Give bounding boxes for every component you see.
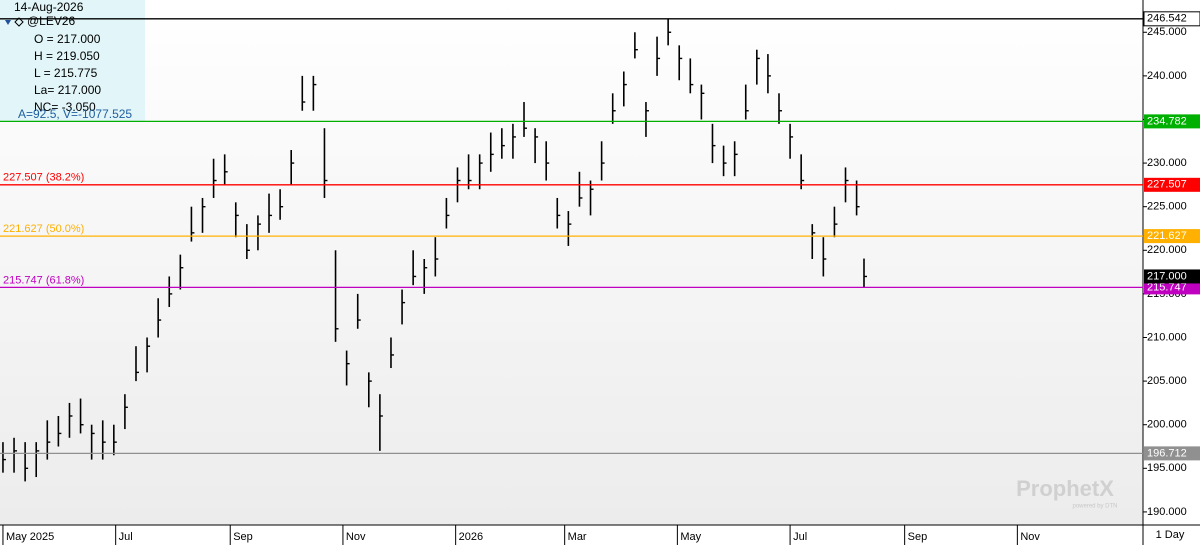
watermark-sub: powered by DTN [1072, 504, 1117, 510]
level-value: 246.542 [1147, 13, 1187, 25]
y-tick-label: 210.000 [1147, 331, 1187, 343]
collapse-icon[interactable] [5, 20, 11, 25]
last-price: 217.000 [1147, 270, 1187, 282]
x-tick-label: Nov [346, 531, 366, 543]
info-date: 14-Aug-2026 [14, 0, 84, 14]
info-last: La= 217.000 [34, 83, 101, 97]
info-volume: A=92.5, V=-1077.525 [18, 107, 132, 121]
level-value-box [1144, 114, 1200, 129]
y-tick-label: 200.000 [1147, 419, 1187, 431]
info-open: O = 217.000 [34, 32, 101, 46]
info-symbol: @LEV26 [27, 14, 76, 28]
level-value-box [1144, 280, 1200, 295]
level-value: 221.627 [1147, 230, 1187, 242]
level-value-box [1143, 11, 1200, 27]
level-label: 221.627 (50.0%) [3, 223, 84, 235]
info-low: L = 215.775 [34, 66, 98, 80]
y-tick-label: 225.000 [1147, 201, 1187, 213]
info-box: 14-Aug-2026 @LEV26 O = 217.000 H = 219.0… [0, 0, 145, 122]
symbol-icon [14, 17, 24, 27]
y-tick-label: 240.000 [1147, 70, 1187, 82]
y-tick-label: 245.000 [1147, 26, 1187, 38]
level-value: 234.782 [1147, 115, 1187, 127]
level-value-box [1144, 446, 1200, 461]
info-net-change: NC= -3.050 [34, 100, 96, 114]
level-value: 227.507 [1147, 179, 1187, 191]
x-tick-label: Mar [568, 531, 587, 543]
y-tick-label: 205.000 [1147, 375, 1187, 387]
x-tick-label: Nov [1020, 531, 1040, 543]
x-tick-label: Jul [793, 531, 807, 543]
x-tick-label: May 2025 [6, 531, 54, 543]
level-value-box [1144, 229, 1200, 244]
watermark: ProphetX [1016, 476, 1114, 501]
last-price-box [1144, 269, 1200, 284]
x-tick-label: Jul [119, 531, 133, 543]
y-tick-label: 190.000 [1147, 506, 1187, 518]
info-high: H = 219.050 [34, 49, 100, 63]
level-value: 215.747 [1147, 281, 1187, 293]
level-label: 227.507 (38.2%) [3, 172, 84, 184]
y-tick-label: 230.000 [1147, 157, 1187, 169]
plot-area [0, 0, 1143, 525]
level-value: 196.712 [1147, 447, 1187, 459]
level-value-box [1144, 177, 1200, 192]
period-label: 1 Day [1156, 529, 1185, 541]
x-tick-label: Sep [233, 531, 253, 543]
x-tick-label: Sep [908, 531, 928, 543]
level-label: 215.747 (61.8%) [3, 274, 84, 286]
y-tick-label: 220.000 [1147, 244, 1187, 256]
x-tick-label: May [680, 531, 701, 543]
x-tick-label: 2026 [459, 531, 483, 543]
info-background [0, 0, 145, 122]
y-tick-label: 195.000 [1147, 462, 1187, 474]
